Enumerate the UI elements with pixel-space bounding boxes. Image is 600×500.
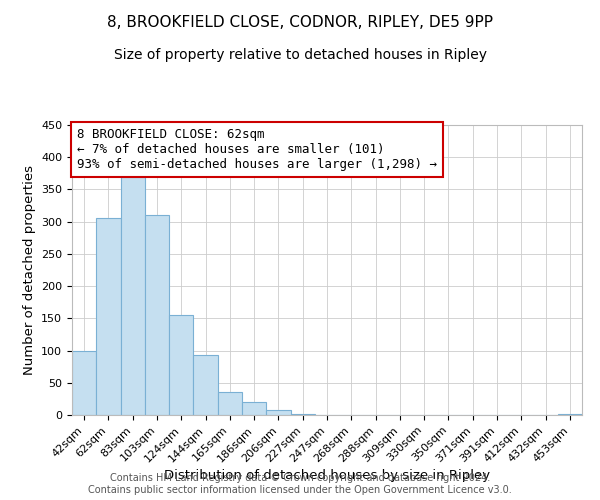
Text: 8 BROOKFIELD CLOSE: 62sqm
← 7% of detached houses are smaller (101)
93% of semi-: 8 BROOKFIELD CLOSE: 62sqm ← 7% of detach…	[77, 128, 437, 171]
Bar	[145, 215, 169, 415]
Bar	[169, 315, 193, 415]
Text: 8, BROOKFIELD CLOSE, CODNOR, RIPLEY, DE5 9PP: 8, BROOKFIELD CLOSE, CODNOR, RIPLEY, DE5…	[107, 15, 493, 30]
Bar	[558, 414, 582, 415]
Bar	[218, 392, 242, 415]
Bar	[96, 218, 121, 415]
Bar	[72, 350, 96, 415]
Text: Contains HM Land Registry data © Crown copyright and database right 2024.
Contai: Contains HM Land Registry data © Crown c…	[88, 474, 512, 495]
Y-axis label: Number of detached properties: Number of detached properties	[23, 165, 35, 375]
Bar	[242, 402, 266, 415]
Bar	[193, 355, 218, 415]
Bar	[266, 410, 290, 415]
Bar	[290, 414, 315, 415]
Bar	[121, 176, 145, 415]
Text: Size of property relative to detached houses in Ripley: Size of property relative to detached ho…	[113, 48, 487, 62]
X-axis label: Distribution of detached houses by size in Ripley: Distribution of detached houses by size …	[164, 470, 490, 482]
